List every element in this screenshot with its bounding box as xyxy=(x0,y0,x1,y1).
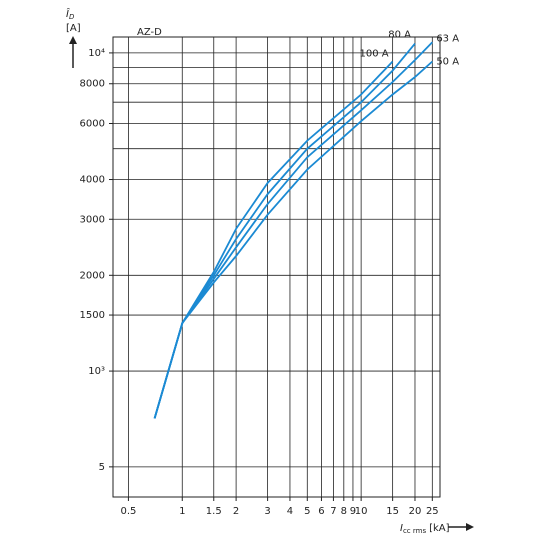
y-tick-label: 2000 xyxy=(80,270,105,281)
x-label-unit: [kA] xyxy=(429,523,450,534)
y-tick-label: 5 xyxy=(99,462,105,473)
y-label-unit: [A] xyxy=(66,23,81,34)
y-label-sub: D xyxy=(69,13,75,21)
x-tick-label: 4 xyxy=(287,506,293,517)
x-tick-label: 3 xyxy=(264,506,270,517)
x-label-sub: cc rms xyxy=(403,527,426,535)
x-tick-label: 1 xyxy=(179,506,185,517)
y-tick-label: 10³ xyxy=(88,366,105,377)
x-tick-label: 1.5 xyxy=(206,506,222,517)
x-label-symbol: I xyxy=(400,523,403,534)
x-tick-label: 2 xyxy=(233,506,239,517)
y-label: ÎD xyxy=(66,7,75,21)
y-arrow-head xyxy=(69,36,77,44)
curve xyxy=(153,60,433,419)
annotation: AZ-D xyxy=(137,27,162,38)
x-tick-label: 25 xyxy=(426,506,439,517)
x-label: Icc rms [kA] xyxy=(400,523,450,535)
x-tick-label: 5 xyxy=(304,506,310,517)
x-tick-label: 20 xyxy=(409,506,422,517)
y-label-symbol: Î xyxy=(66,7,70,20)
x-tick-label: 6 xyxy=(318,506,324,517)
y-tick-label: 3000 xyxy=(80,214,105,225)
x-tick-label: 0.5 xyxy=(120,506,136,517)
curve-label: 100 A xyxy=(360,48,389,59)
y-tick-label: 1500 xyxy=(80,310,105,321)
x-tick-label: 10 xyxy=(355,506,368,517)
x-arrow-head xyxy=(466,523,474,531)
x-tick-label: 15 xyxy=(386,506,399,517)
x-tick-label: 8 xyxy=(341,506,347,517)
y-tick-label: 6000 xyxy=(80,118,105,129)
curve-label: 80 A xyxy=(388,30,411,41)
x-tick-label: 7 xyxy=(330,506,336,517)
curve xyxy=(153,43,416,419)
plot-frame xyxy=(112,36,441,498)
curve xyxy=(153,41,433,419)
curve-label: 50 A xyxy=(436,56,459,67)
y-tick-label: 8000 xyxy=(80,79,105,90)
y-tick-label: 4000 xyxy=(80,175,105,186)
curve-label: 63 A xyxy=(436,33,459,44)
x-tick-label: 9 xyxy=(350,506,356,517)
y-tick-label: 10⁴ xyxy=(88,48,105,59)
